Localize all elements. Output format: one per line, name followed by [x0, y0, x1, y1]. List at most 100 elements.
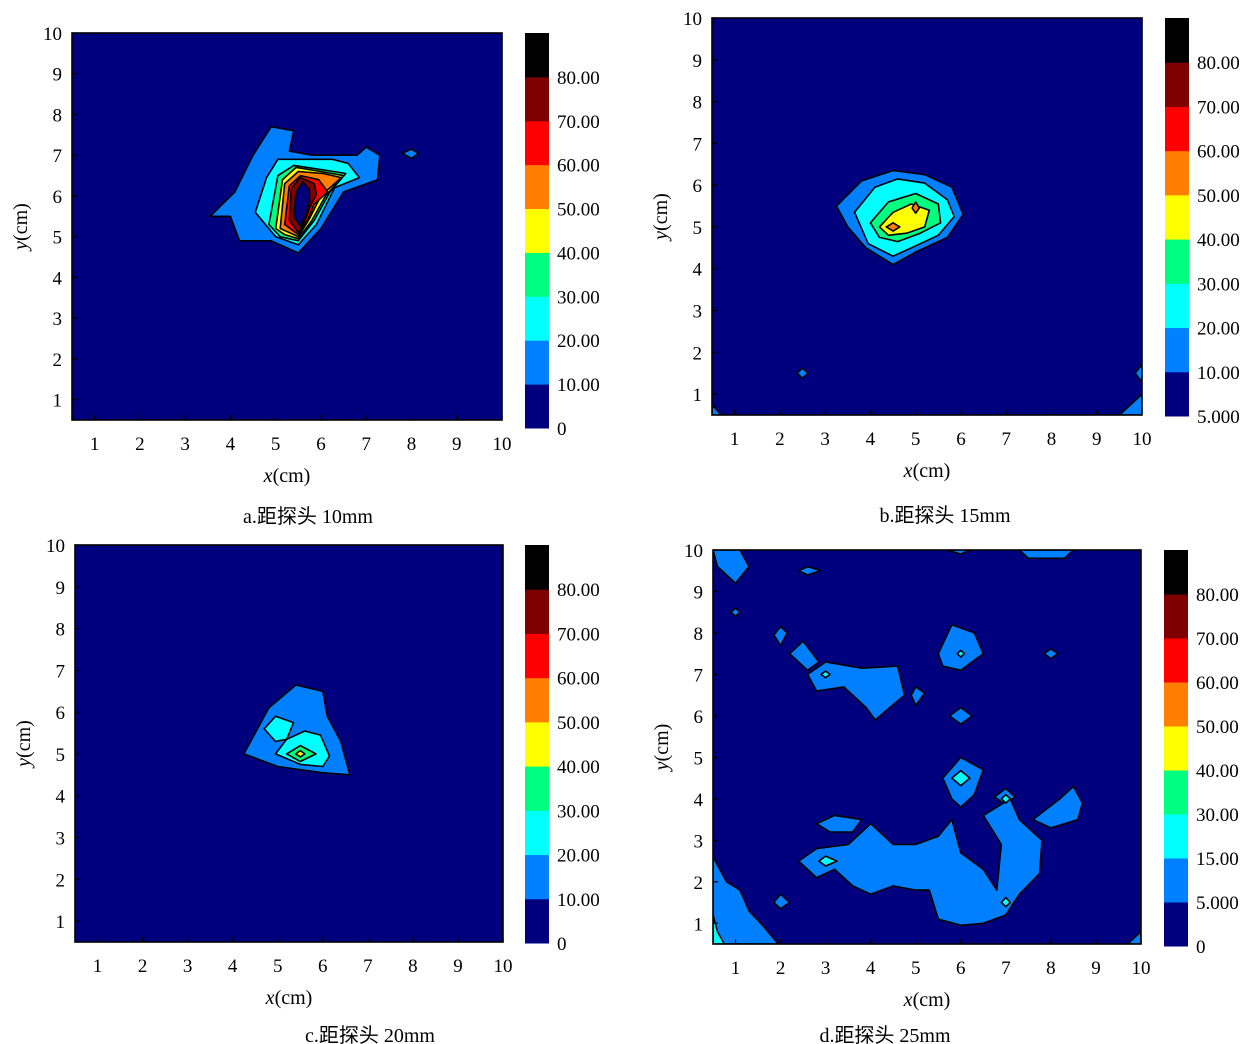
y-tick-label: 8 [53, 105, 63, 126]
y-tick-label: 6 [53, 187, 63, 208]
x-tick-label: 9 [1091, 958, 1101, 979]
y-tick-label: 8 [693, 93, 703, 114]
colorbar-label: 70.00 [1196, 629, 1239, 650]
contour-region-9 [1043, 647, 1059, 660]
colorbar-band-3 [1164, 814, 1188, 859]
y-tick-label: 3 [53, 309, 63, 330]
contour-region-5 [885, 222, 901, 232]
y-tick-label: 7 [53, 146, 63, 167]
x-tick-label: 9 [452, 434, 462, 455]
y-tick-label: 6 [56, 703, 66, 724]
contour-regions [712, 169, 1142, 415]
colorbar-label: 30.00 [1197, 274, 1240, 295]
colorbar-band-7 [525, 120, 549, 166]
x-tick-label: 1 [730, 429, 740, 450]
x-tick-label: 2 [775, 429, 785, 450]
colorbar-label: 30.00 [557, 287, 600, 308]
colorbar-band-7 [1164, 638, 1188, 683]
contour-region-27 [956, 649, 966, 658]
colorbar-band-1 [525, 384, 549, 429]
y-tick-label: 1 [693, 385, 703, 406]
x-tick-label: 9 [1092, 429, 1102, 450]
x-axis-label: x(cm) [265, 987, 313, 1009]
x-tick-label: 1 [90, 434, 100, 455]
x-tick-label: 10 [1133, 429, 1152, 450]
x-tick-label: 2 [135, 434, 145, 455]
colorbar-label: 80.00 [1197, 53, 1240, 74]
plot-frame [71, 32, 503, 421]
x-tick-label: 1 [93, 956, 103, 977]
colorbar-band-4 [1165, 239, 1189, 284]
y-tick-label: 5 [53, 228, 63, 249]
y-tick-label: 3 [693, 302, 703, 323]
y-tick-label: 8 [56, 620, 66, 641]
colorbar-band-8 [1165, 62, 1189, 107]
x-tick-label: 4 [866, 429, 876, 450]
x-tick-label: 3 [821, 958, 831, 979]
y-tick-label: 5 [693, 218, 703, 239]
colorbar-band-4 [525, 766, 549, 811]
contour-region-24 [1000, 793, 1012, 804]
x-tick-label: 7 [1001, 429, 1011, 450]
colorbar-band-1 [1164, 902, 1188, 947]
y-axis-label: y(cm) [650, 193, 672, 242]
colorbar-band-5 [1164, 726, 1188, 771]
chart-caption: c.距探头 20mm [305, 1024, 435, 1044]
x-tick-label: 8 [1046, 958, 1056, 979]
colorbar-label: 70.00 [557, 624, 600, 645]
y-tick-label: 7 [693, 134, 703, 155]
contour-region-1 [713, 550, 750, 585]
contour-region-2 [401, 148, 420, 160]
contour-region-9 [292, 180, 311, 228]
colorbar-label: 0 [1196, 937, 1206, 958]
colorbar-band-5 [525, 721, 549, 767]
y-tick-label: 8 [694, 624, 704, 645]
colorbar-label: 10.00 [1197, 363, 1240, 384]
colorbar-label: 20.00 [1197, 319, 1240, 340]
contour-region-3 [1018, 550, 1075, 560]
chart-caption: a.距探头 10mm [243, 505, 373, 528]
colorbar-band-6 [525, 164, 549, 210]
colorbar-band-6 [525, 677, 549, 723]
colorbar: 0 10.00 20.00 30.00 40.00 50.00 60.00 70.00 80.0… [525, 33, 600, 440]
y-tick-label: 9 [56, 578, 66, 599]
x-tick-label: 3 [183, 956, 193, 977]
contour-region-20 [1126, 930, 1141, 944]
y-tick-label: 1 [53, 391, 63, 412]
x-tick-label: 7 [363, 956, 373, 977]
y-tick-label: 2 [53, 350, 63, 371]
colorbar-band-2 [1164, 858, 1188, 903]
contour-region-9 [1118, 393, 1142, 415]
colorbar-label: 40.00 [1197, 230, 1240, 251]
y-tick-label: 6 [694, 707, 704, 728]
contour-region-15 [1032, 785, 1084, 829]
contour-region-12 [948, 706, 973, 726]
contour-region-7 [796, 367, 809, 380]
contour-region-19 [772, 893, 791, 910]
contour-region-26 [820, 670, 831, 679]
colorbar: 0 5.000 15.00 30.00 40.00 50.00 60.00 70.00 80.0… [1164, 550, 1239, 958]
chart-panel-2: 1 2 3 4 5 6 7 8 9 10 1 2 3 4 5 6 7 8 9 10 x(cm) y(cm) 5.000 10.… [650, 9, 1240, 527]
x-tick-label: 9 [453, 956, 463, 977]
y-tick-label: 10 [43, 24, 62, 45]
x-tick-label: 6 [316, 434, 326, 455]
x-tick-label: 5 [911, 429, 921, 450]
colorbar-label: 70.00 [1197, 97, 1240, 118]
colorbar: 0 10.00 20.00 30.00 40.00 50.00 60.00 70.00 80.0… [525, 545, 600, 955]
y-tick-label: 10 [46, 536, 65, 557]
x-tick-label: 4 [866, 958, 876, 979]
contour-region-16 [815, 814, 863, 833]
contour-region-23 [950, 769, 971, 787]
chart-panel-1: 1 2 3 4 5 6 7 8 9 10 1 2 3 4 5 6 7 8 9 10 x(cm) y(cm) 0 10.00 20… [10, 24, 600, 528]
contour-region-2 [946, 550, 971, 555]
colorbar-band-3 [1165, 283, 1189, 329]
colorbar-label: 50.00 [1197, 186, 1240, 207]
colorbar-band-2 [525, 340, 549, 385]
colorbar-label: 60.00 [557, 669, 600, 690]
x-tick-label: 7 [361, 434, 371, 455]
colorbar-band-9 [525, 545, 549, 590]
colorbar-band-6 [1164, 682, 1188, 727]
colorbar-band-4 [525, 252, 549, 297]
colorbar-band-4 [1164, 770, 1188, 815]
